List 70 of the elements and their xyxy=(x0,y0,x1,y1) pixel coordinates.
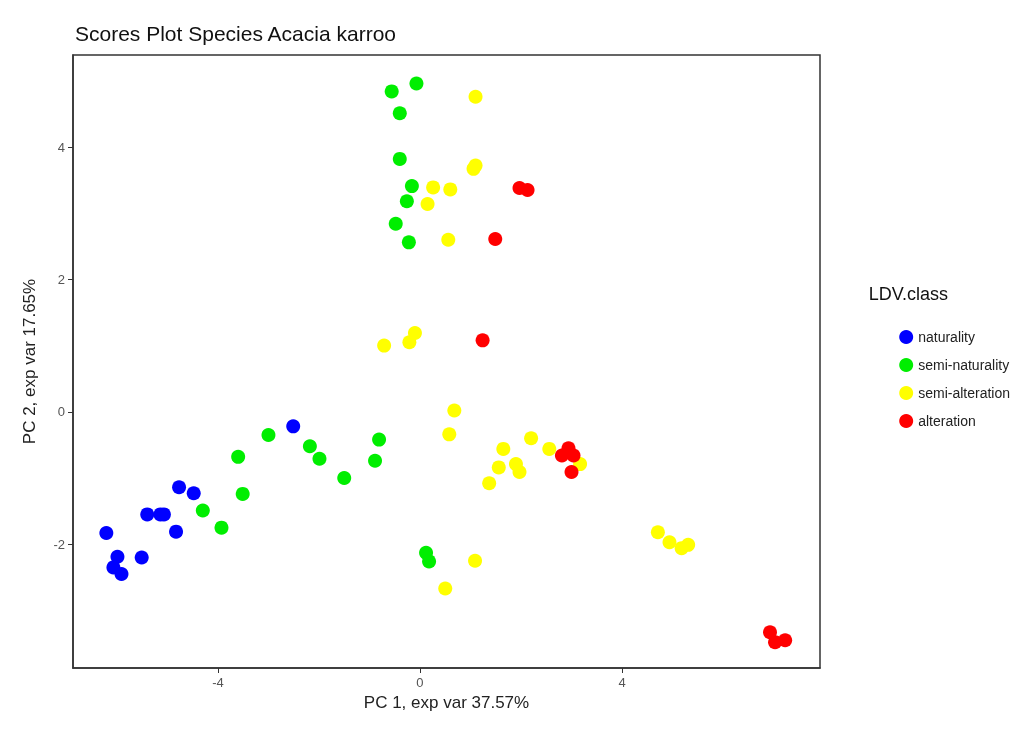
point xyxy=(520,183,535,198)
point xyxy=(475,333,490,348)
point xyxy=(140,507,155,522)
point xyxy=(778,633,793,648)
x-axis-title: PC 1, exp var 37.57% xyxy=(363,693,530,712)
point xyxy=(377,338,392,353)
point xyxy=(312,451,327,466)
point xyxy=(372,432,387,447)
point xyxy=(447,403,462,418)
point xyxy=(195,503,210,518)
point xyxy=(496,441,511,456)
point xyxy=(468,553,483,568)
x-tick-label: 0 xyxy=(416,675,424,690)
y-axis-title: PC 2, exp var 17.65% xyxy=(20,278,39,445)
point xyxy=(392,106,407,121)
point xyxy=(114,567,129,581)
point xyxy=(286,419,301,434)
legend-label: semi-naturality xyxy=(918,357,1010,373)
x-tick-label: 4 xyxy=(618,675,626,690)
point xyxy=(554,448,569,463)
point xyxy=(384,84,399,99)
point xyxy=(422,554,437,569)
point xyxy=(441,232,456,247)
point xyxy=(172,480,187,495)
point xyxy=(99,525,114,540)
point xyxy=(235,486,250,501)
point xyxy=(491,460,506,475)
point xyxy=(426,180,441,195)
point xyxy=(407,326,422,341)
point xyxy=(186,486,201,501)
point xyxy=(302,439,317,454)
point xyxy=(401,235,416,250)
point xyxy=(134,550,149,565)
y-tick-label: 2 xyxy=(57,271,65,287)
point xyxy=(231,449,246,464)
legend-label: alteration xyxy=(918,413,976,429)
point xyxy=(388,216,403,231)
legend-label: naturality xyxy=(918,329,975,345)
point xyxy=(566,448,581,463)
legend-label: semi-alteration xyxy=(918,385,1011,401)
point xyxy=(337,471,352,486)
point xyxy=(399,194,414,209)
legend-title: LDV.class xyxy=(868,284,948,304)
point xyxy=(482,476,497,491)
point xyxy=(392,151,407,166)
point xyxy=(261,427,276,442)
point xyxy=(681,537,696,552)
point xyxy=(420,196,435,211)
point xyxy=(468,89,483,104)
point xyxy=(442,427,457,442)
y-tick-label: 0 xyxy=(57,404,65,420)
y-tick-label: 4 xyxy=(57,139,65,155)
point xyxy=(542,441,557,456)
point xyxy=(488,232,503,247)
point xyxy=(564,465,579,480)
point xyxy=(438,581,453,596)
point xyxy=(763,625,777,640)
point xyxy=(512,465,527,480)
y-tick-label: -2 xyxy=(53,536,65,552)
point xyxy=(443,182,458,197)
point xyxy=(404,179,419,194)
point xyxy=(368,453,383,468)
point xyxy=(524,431,539,446)
x-tick-label: -4 xyxy=(212,675,224,690)
point xyxy=(409,76,424,91)
chart-title: Scores Plot Species Acacia karroo xyxy=(75,22,396,45)
point xyxy=(214,520,229,535)
point xyxy=(650,525,665,540)
point xyxy=(662,535,677,550)
point xyxy=(169,524,184,539)
